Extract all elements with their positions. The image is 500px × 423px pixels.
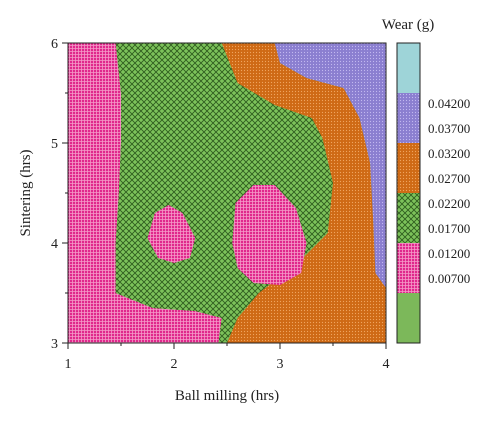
legend-label-2: 0.03700	[428, 121, 470, 136]
legend-label-5: 0.02200	[428, 196, 470, 211]
legend-frame	[396, 42, 421, 344]
legend-colorbar	[397, 43, 420, 343]
legend-title: Wear (g)	[382, 17, 435, 33]
legend-band-1	[397, 93, 420, 143]
legend-band-4	[397, 243, 420, 293]
y-tick-label-4: 4	[51, 237, 58, 252]
contour-region-low-wear-left	[68, 43, 222, 343]
legend-band-0	[397, 43, 420, 93]
legend-label-3: 0.03200	[428, 146, 470, 161]
y-tick-label-5: 5	[51, 137, 58, 152]
x-tick-label-3: 3	[277, 357, 284, 372]
contour-region-highest-wear-purple	[274, 43, 386, 288]
x-tick-label-1: 1	[65, 357, 72, 372]
legend-label-7: 0.01200	[428, 246, 470, 261]
legend-band-3	[397, 193, 420, 243]
x-axis-label: Ball milling (hrs)	[175, 388, 279, 404]
legend-label-1: 0.04200	[428, 96, 470, 111]
y-axis-label: Sintering (hrs)	[18, 149, 34, 236]
x-tick-label-2: 2	[171, 357, 178, 372]
y-tick-label-6: 6	[51, 37, 58, 52]
contour-region-low-wear-island-small	[147, 205, 196, 263]
legend-label-8: 0.00700	[428, 271, 470, 286]
legend-band-2	[397, 143, 420, 193]
contour-region-low-wear-island-large	[232, 185, 307, 285]
legend-label-4: 0.02700	[428, 171, 470, 186]
legend-label-6: 0.01700	[428, 221, 470, 236]
contour-region-high-wear-orange	[221, 43, 386, 343]
x-tick-label-4: 4	[383, 357, 390, 372]
legend-band-5	[397, 293, 420, 343]
y-tick-label-3: 3	[51, 337, 58, 352]
axis-ticks	[62, 42, 387, 349]
contour-regions	[68, 43, 386, 343]
